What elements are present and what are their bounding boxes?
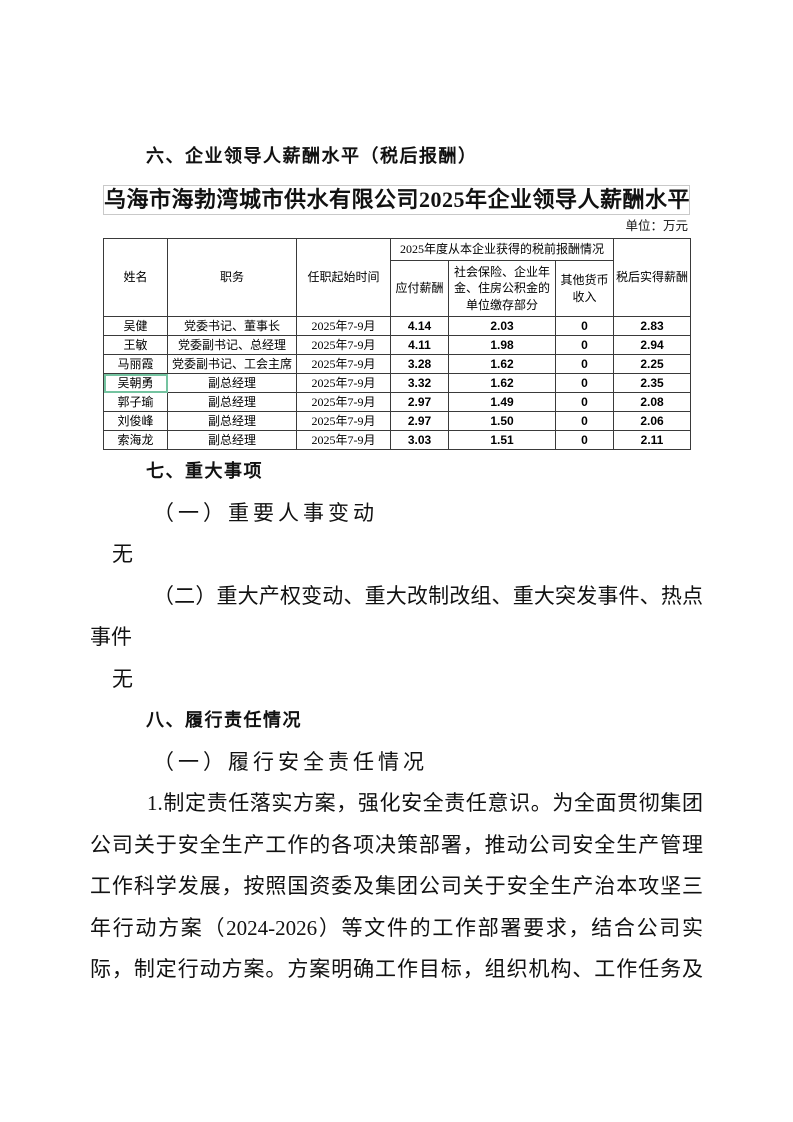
cell-social-insurance[interactable]: 1.50: [448, 411, 556, 431]
paragraph-line: 公司关于安全生产工作的各项决策部署，推动公司安全生产管理: [90, 832, 703, 857]
cell-payable[interactable]: 3.03: [390, 430, 449, 450]
cell-after-tax[interactable]: 2.94: [613, 335, 691, 355]
cell-social-insurance[interactable]: 2.03: [448, 316, 556, 336]
table-row: 郭子瑜 副总经理 2025年7-9月 2.97 1.49 0 2.08: [103, 392, 691, 412]
cell-after-tax[interactable]: 2.83: [613, 316, 691, 336]
paragraph-line: 工作科学发展，按照国资委及集团公司关于安全生产治本攻坚三: [90, 874, 703, 898]
section-7-sub1-content: 无: [112, 542, 133, 566]
cell-after-tax[interactable]: 2.06: [613, 411, 691, 431]
cell-position[interactable]: 副总经理: [167, 411, 297, 431]
col-header-start-time: 任职起始时间: [296, 238, 391, 317]
cell-start-time[interactable]: 2025年7-9月: [296, 373, 391, 393]
cell-position[interactable]: 副总经理: [167, 392, 297, 412]
col-header-position: 职务: [167, 238, 297, 317]
paragraph-line: 1.制定责任落实方案，强化安全责任意识。为全面贯彻集团: [147, 791, 703, 815]
section-7-sub1-heading: （一）重要人事变动: [153, 500, 378, 525]
cell-other-income[interactable]: 0: [555, 373, 614, 393]
table-row: 吴朝勇 副总经理 2025年7-9月 3.32 1.62 0 2.35: [103, 373, 691, 393]
cell-name[interactable]: 索海龙: [103, 430, 168, 450]
selected-name-cell[interactable]: 吴朝勇: [103, 373, 168, 393]
document-body: 七、重大事项 （一）重要人事变动 无 （二）重大产权变动、重大改制改组、重大突发…: [90, 451, 703, 991]
cell-start-time[interactable]: 2025年7-9月: [296, 411, 391, 431]
salary-table-title: 乌海市海勃湾城市供水有限公司2025年企业领导人薪酬水平: [104, 187, 691, 212]
cell-payable[interactable]: 3.28: [390, 354, 449, 374]
cell-start-time[interactable]: 2025年7-9月: [296, 430, 391, 450]
section-8-sub1-heading: （一）履行安全责任情况: [153, 749, 428, 774]
section-7-sub2-heading-line2: 事件: [90, 625, 132, 649]
cell-name[interactable]: 刘俊峰: [103, 411, 168, 431]
cell-position[interactable]: 党委副书记、工会主席: [167, 354, 297, 374]
section-7-sub2-heading-line1: （二）重大产权变动、重大改制改组、重大突发事件、热点: [153, 583, 703, 608]
cell-position[interactable]: 党委副书记、总经理: [167, 335, 297, 355]
salary-table-title-box: 乌海市海勃湾城市供水有限公司2025年企业领导人薪酬水平: [103, 185, 690, 215]
section-7-sub2-content: 无: [112, 666, 133, 691]
col-header-pretax-group: 2025年度从本企业获得的税前报酬情况: [390, 238, 614, 261]
salary-table-area: 乌海市海勃湾城市供水有限公司2025年企业领导人薪酬水平 单位：万元 姓名 职务…: [103, 185, 691, 450]
cell-payable[interactable]: 3.32: [390, 373, 449, 393]
col-header-payable: 应付薪酬: [390, 260, 449, 317]
cell-other-income[interactable]: 0: [555, 392, 614, 412]
cell-other-income[interactable]: 0: [555, 316, 614, 336]
cell-start-time[interactable]: 2025年7-9月: [296, 354, 391, 374]
table-header-row-1: 姓名 职务 任职起始时间 2025年度从本企业获得的税前报酬情况 税后实得薪酬: [103, 238, 691, 317]
cell-start-time[interactable]: 2025年7-9月: [296, 316, 391, 336]
col-header-after-tax: 税后实得薪酬: [613, 238, 691, 317]
cell-position[interactable]: 党委书记、董事长: [167, 316, 297, 336]
cell-social-insurance[interactable]: 1.62: [448, 354, 556, 374]
table-row: 刘俊峰 副总经理 2025年7-9月 2.97 1.50 0 2.06: [103, 411, 691, 431]
cell-other-income[interactable]: 0: [555, 430, 614, 450]
document-content: 六、企业领导人薪酬水平（税后报酬） 乌海市海勃湾城市供水有限公司2025年企业领…: [90, 146, 703, 991]
table-row: 马丽霞 党委副书记、工会主席 2025年7-9月 3.28 1.62 0 2.2…: [103, 354, 691, 374]
table-row: 王敏 党委副书记、总经理 2025年7-9月 4.11 1.98 0 2.94: [103, 335, 691, 355]
cell-payable[interactable]: 2.97: [390, 392, 449, 412]
section-7-heading: 七、重大事项: [146, 461, 263, 481]
cell-after-tax[interactable]: 2.25: [613, 354, 691, 374]
unit-note: 单位：万元: [625, 219, 688, 233]
col-header-social-insurance: 社会保险、企业年金、住房公积金的单位缴存部分: [448, 260, 556, 317]
cell-payable[interactable]: 4.11: [390, 335, 449, 355]
cell-other-income[interactable]: 0: [555, 335, 614, 355]
col-header-other-income: 其他货币收入: [555, 260, 614, 317]
cell-after-tax[interactable]: 2.08: [613, 392, 691, 412]
cell-position[interactable]: 副总经理: [167, 373, 297, 393]
cell-name[interactable]: 王敏: [103, 335, 168, 355]
cell-payable[interactable]: 4.14: [390, 316, 449, 336]
cell-start-time[interactable]: 2025年7-9月: [296, 335, 391, 355]
cell-payable[interactable]: 2.97: [390, 411, 449, 431]
table-row: 吴健 党委书记、董事长 2025年7-9月 4.14 2.03 0 2.83: [103, 316, 691, 336]
cell-name[interactable]: 吴健: [103, 316, 168, 336]
salary-table: 姓名 职务 任职起始时间 2025年度从本企业获得的税前报酬情况 税后实得薪酬 …: [103, 238, 691, 450]
cell-name[interactable]: 郭子瑜: [103, 392, 168, 412]
table-header-row-2: 应付薪酬 社会保险、企业年金、住房公积金的单位缴存部分 其他货币收入: [104, 260, 691, 317]
cell-after-tax[interactable]: 2.11: [613, 430, 691, 450]
section-6-heading: 六、企业领导人薪酬水平（税后报酬）: [146, 146, 478, 166]
cell-after-tax[interactable]: 2.35: [613, 373, 691, 393]
cell-social-insurance[interactable]: 1.51: [448, 430, 556, 450]
cell-social-insurance[interactable]: 1.62: [448, 373, 556, 393]
section-8-heading: 八、履行责任情况: [146, 710, 302, 730]
table-row: 索海龙 副总经理 2025年7-9月 3.03 1.51 0 2.11: [103, 430, 691, 450]
cell-other-income[interactable]: 0: [555, 354, 614, 374]
cell-social-insurance[interactable]: 1.98: [448, 335, 556, 355]
cell-start-time[interactable]: 2025年7-9月: [296, 392, 391, 412]
cell-name[interactable]: 马丽霞: [103, 354, 168, 374]
cell-position[interactable]: 副总经理: [167, 430, 297, 450]
paragraph-line: 年行动方案（2024-2026）等文件的工作部署要求，结合公司实: [90, 915, 703, 940]
cell-other-income[interactable]: 0: [555, 411, 614, 431]
cell-social-insurance[interactable]: 1.49: [448, 392, 556, 412]
paragraph-line: 际，制定行动方案。方案明确工作目标，组织机构、工作任务及: [90, 957, 703, 981]
col-header-name: 姓名: [103, 238, 168, 317]
